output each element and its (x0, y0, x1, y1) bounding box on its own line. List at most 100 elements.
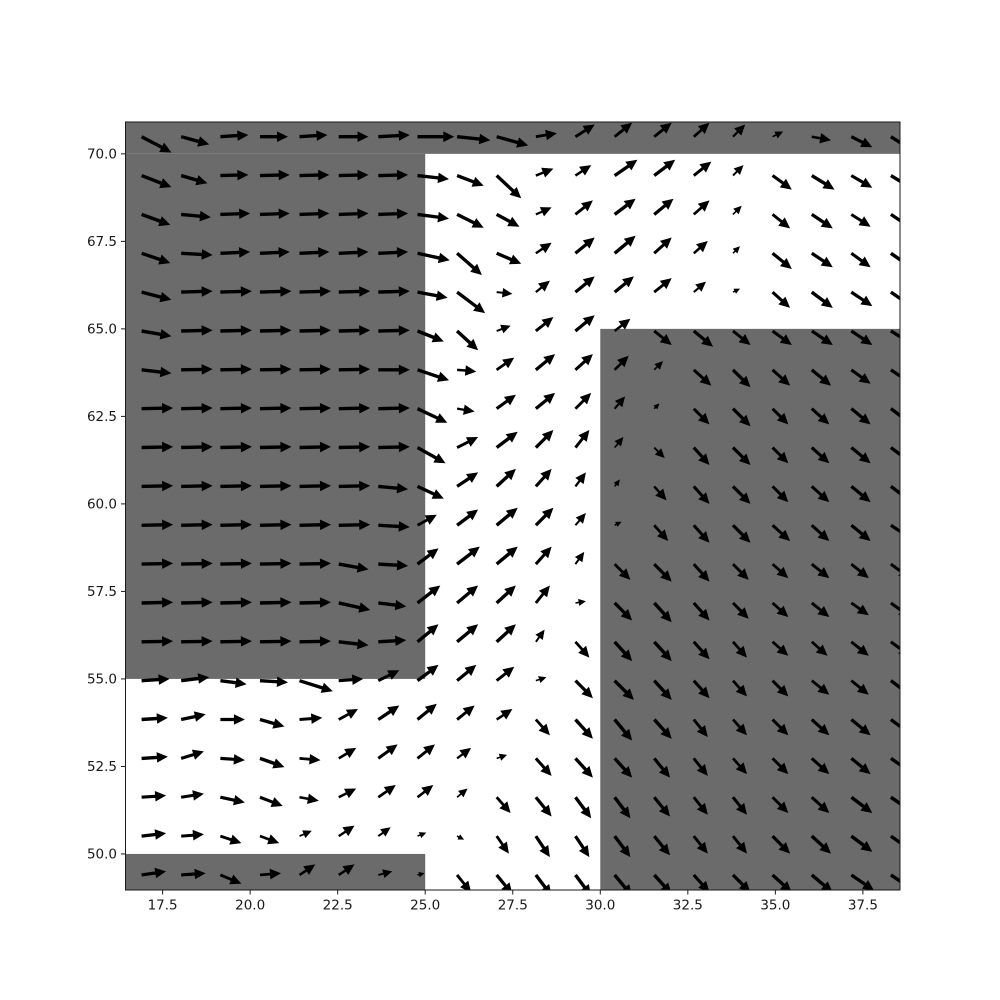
quiver-arrow (259, 169, 290, 181)
quiver-arrow (495, 624, 516, 644)
quiver-arrow (889, 485, 900, 500)
quiver-arrow (890, 523, 900, 538)
quiver-arrow (141, 791, 167, 802)
quiver-arrow (889, 251, 900, 262)
quiver-arrow (496, 709, 513, 721)
quiver-arrow (771, 485, 789, 503)
quiver-arrow (653, 403, 660, 410)
quiver-arrow (613, 679, 634, 700)
quiver-arrow (338, 480, 371, 492)
quiver-arrow (220, 714, 245, 725)
quiver-arrow (535, 280, 550, 293)
quiver-arrow (496, 288, 513, 298)
quiver-arrow (220, 795, 245, 806)
quiver-arrow (732, 288, 740, 294)
quiver-arrow (850, 718, 871, 736)
quiver-arrow (810, 174, 835, 190)
quiver-arrow (416, 744, 435, 760)
quiver-arrow (456, 747, 472, 760)
quiver-arrow (653, 361, 663, 371)
quiver-arrow (732, 757, 747, 775)
quiver-arrow (653, 718, 672, 739)
quiver-arrow (456, 546, 480, 566)
x-tick-label: 25.0 (410, 898, 440, 914)
quiver-arrow (771, 679, 789, 697)
quiver-arrow (534, 468, 552, 488)
quiver-arrow (574, 796, 592, 819)
quiver-arrow (495, 585, 516, 605)
quiver-arrow (417, 290, 448, 301)
quiver-arrow (653, 640, 672, 662)
quiver-arrow (613, 276, 634, 294)
quiver-arrow (574, 237, 595, 255)
quiver-arrow (810, 563, 830, 579)
quiver-arrow (141, 558, 174, 569)
quiver-arrow (338, 286, 371, 297)
quiver-arrow (141, 674, 170, 685)
quiver-arrow (771, 640, 789, 656)
y-tick-label: 60.0 (87, 496, 117, 512)
quiver-arrow (692, 796, 708, 815)
quiver-arrow (574, 835, 590, 858)
quiver-arrow (338, 864, 355, 876)
quiver-arrow (181, 403, 213, 414)
quiver-arrow (299, 325, 331, 336)
quiver-arrow (338, 169, 369, 181)
quiver-arrow (141, 867, 167, 879)
quiver-arrow (771, 329, 792, 345)
quiver-arrow (692, 640, 710, 660)
quiver-arrow (732, 640, 747, 658)
quiver-arrow (378, 247, 409, 258)
quiver-arrow (771, 252, 792, 269)
quiver-arrow (299, 364, 331, 375)
quiver-arrow (338, 519, 371, 531)
quiver-arrow (535, 167, 554, 178)
quiver-arrow (378, 599, 407, 611)
quiver-arrow (378, 364, 410, 376)
quiver-arrow (810, 718, 830, 736)
quiver-arrow (574, 354, 593, 371)
quiver-arrow (298, 864, 316, 876)
quiver-arrow (850, 524, 871, 541)
quiver-arrow (338, 601, 371, 613)
y-tick-label: 70.0 (87, 146, 117, 162)
quiver-arrow (259, 403, 292, 414)
quiver-arrow (220, 677, 247, 688)
quiver-arrow (653, 237, 672, 255)
quiver-arrow (495, 507, 518, 527)
quiver-arrow (259, 558, 292, 569)
quiver-arrow (613, 479, 620, 487)
x-tick-label: 17.5 (148, 898, 178, 914)
quiver-arrow (495, 546, 518, 566)
quiver-arrow (456, 174, 484, 187)
quiver-arrow (457, 365, 477, 376)
quiver-arrow (455, 329, 479, 351)
y-tick-label: 65.0 (87, 321, 117, 337)
quiver-arrow (141, 713, 168, 724)
quiver-arrow (181, 441, 213, 453)
quiver-arrow (299, 247, 330, 258)
quiver-arrow (613, 757, 633, 778)
quiver-arrow (810, 757, 830, 775)
quiver-arrow (732, 246, 740, 254)
quiver-arrow (417, 131, 455, 142)
quiver-arrow (534, 430, 554, 449)
quiver-arrow (653, 563, 672, 582)
quiver-arrow (259, 717, 285, 729)
quiver-arrow (653, 601, 672, 623)
quiver-arrow (417, 211, 449, 223)
quiver-arrow (850, 601, 869, 616)
quiver-arrow (299, 403, 331, 414)
quiver-arrow (574, 551, 585, 565)
quiver-arrow (377, 744, 398, 760)
quiver-arrow (338, 709, 358, 721)
quiver-arrow (810, 796, 830, 813)
quiver-arrow (338, 674, 364, 685)
quiver-arrow (534, 873, 551, 890)
x-tick-label: 20.0 (235, 898, 265, 914)
quiver-arrow (850, 873, 874, 890)
quiver-arrow (771, 718, 789, 736)
quiver-arrow (731, 796, 747, 815)
quiver-arrow (456, 788, 468, 798)
